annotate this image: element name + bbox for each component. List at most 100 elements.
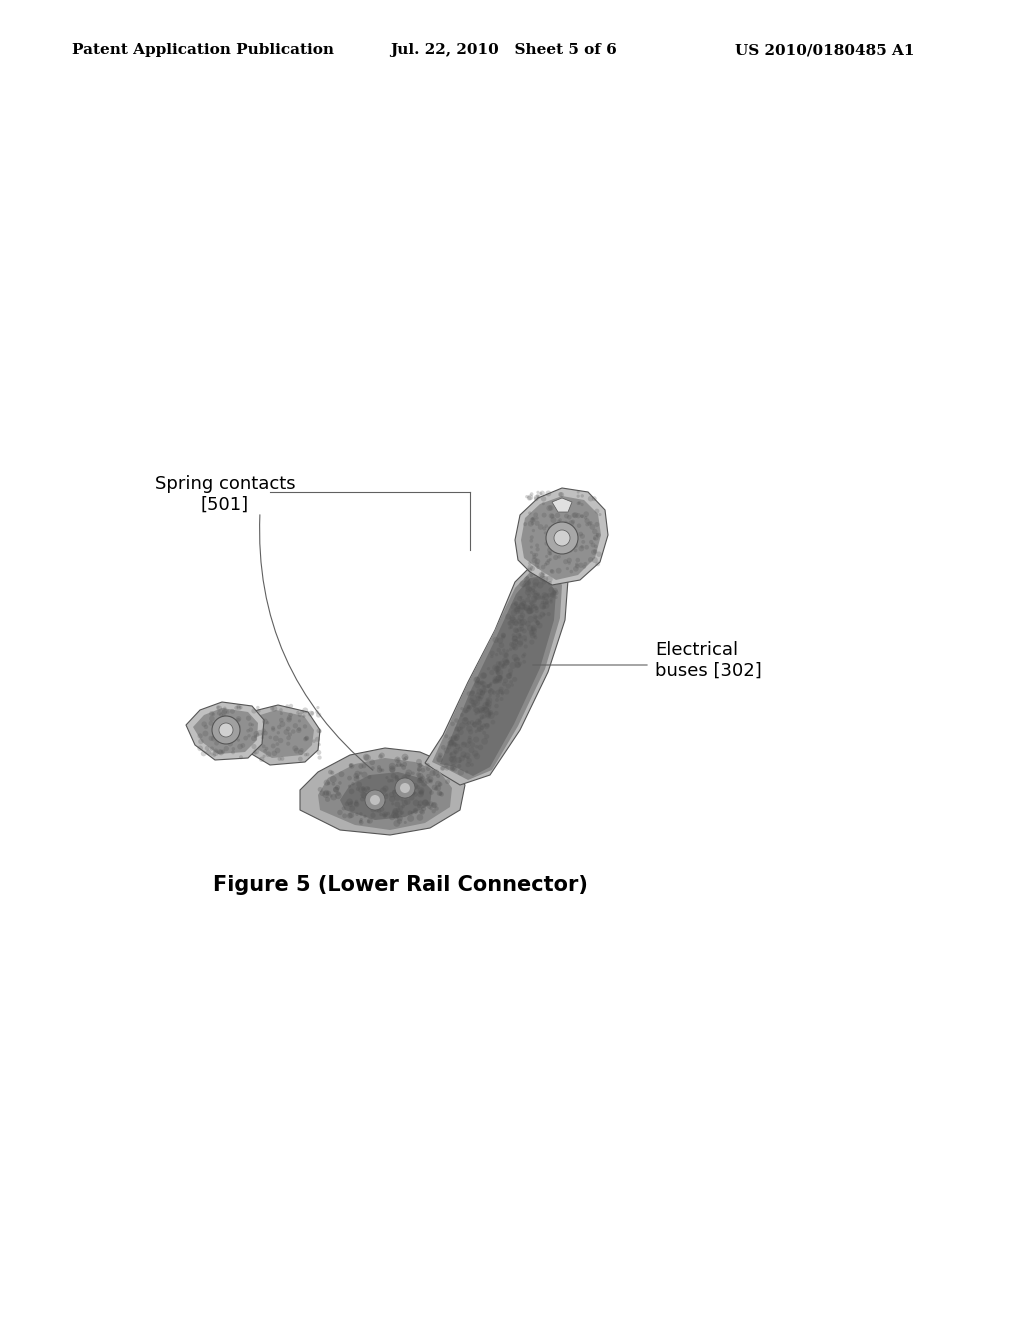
Circle shape — [364, 787, 370, 792]
Circle shape — [551, 595, 555, 598]
Circle shape — [368, 775, 372, 779]
Circle shape — [554, 531, 570, 546]
Circle shape — [463, 708, 469, 713]
Circle shape — [316, 729, 322, 734]
Circle shape — [223, 731, 228, 737]
Circle shape — [577, 495, 580, 498]
Circle shape — [526, 609, 534, 614]
Circle shape — [466, 762, 471, 767]
Circle shape — [496, 671, 501, 675]
Circle shape — [520, 612, 525, 618]
Circle shape — [543, 527, 546, 531]
Circle shape — [591, 543, 595, 548]
Circle shape — [466, 705, 470, 709]
Circle shape — [572, 512, 579, 519]
Circle shape — [278, 738, 284, 743]
Circle shape — [529, 545, 532, 549]
Circle shape — [379, 813, 383, 816]
Circle shape — [440, 766, 444, 771]
Circle shape — [550, 569, 555, 574]
Circle shape — [527, 581, 531, 585]
Circle shape — [418, 791, 424, 797]
Circle shape — [409, 795, 415, 801]
Circle shape — [256, 706, 260, 709]
Circle shape — [281, 756, 285, 760]
Circle shape — [271, 727, 275, 731]
Circle shape — [541, 496, 546, 502]
Circle shape — [532, 614, 538, 619]
Circle shape — [266, 721, 269, 725]
Circle shape — [408, 814, 414, 822]
Circle shape — [412, 792, 416, 796]
Circle shape — [529, 609, 535, 612]
Circle shape — [396, 758, 399, 762]
Circle shape — [298, 756, 303, 762]
Circle shape — [565, 532, 569, 537]
Circle shape — [452, 742, 457, 747]
Circle shape — [211, 735, 217, 742]
Circle shape — [299, 748, 304, 752]
Circle shape — [398, 781, 404, 787]
Circle shape — [505, 614, 511, 619]
Circle shape — [394, 777, 399, 781]
Circle shape — [514, 657, 520, 663]
Circle shape — [293, 723, 298, 729]
Circle shape — [451, 735, 457, 742]
Circle shape — [399, 810, 404, 814]
Circle shape — [489, 688, 493, 692]
Circle shape — [547, 612, 551, 616]
Circle shape — [216, 705, 222, 711]
Circle shape — [300, 710, 304, 714]
Circle shape — [507, 622, 512, 626]
Circle shape — [548, 527, 552, 529]
Circle shape — [563, 560, 568, 564]
Circle shape — [288, 733, 292, 737]
Circle shape — [438, 792, 442, 796]
Circle shape — [270, 706, 274, 710]
Circle shape — [527, 496, 531, 500]
Circle shape — [541, 601, 545, 605]
Circle shape — [286, 742, 290, 746]
Circle shape — [239, 706, 243, 709]
Circle shape — [254, 731, 259, 737]
Circle shape — [512, 635, 518, 643]
Circle shape — [547, 593, 552, 598]
Circle shape — [478, 708, 484, 714]
Circle shape — [263, 730, 268, 735]
Circle shape — [460, 708, 464, 710]
Circle shape — [445, 779, 451, 784]
Circle shape — [276, 725, 282, 729]
Circle shape — [499, 661, 502, 665]
Circle shape — [450, 752, 453, 755]
Circle shape — [214, 741, 219, 746]
Circle shape — [369, 803, 375, 809]
Circle shape — [479, 709, 483, 713]
Circle shape — [545, 524, 548, 528]
Circle shape — [465, 722, 469, 726]
Circle shape — [349, 764, 352, 767]
Circle shape — [486, 685, 490, 688]
Circle shape — [512, 619, 518, 626]
Circle shape — [555, 512, 560, 517]
Circle shape — [261, 729, 265, 733]
Circle shape — [371, 807, 376, 812]
Circle shape — [548, 552, 552, 556]
Circle shape — [513, 627, 518, 634]
Circle shape — [237, 704, 241, 709]
Circle shape — [438, 752, 442, 758]
Circle shape — [231, 747, 236, 751]
Circle shape — [367, 787, 371, 791]
Circle shape — [297, 727, 301, 731]
Circle shape — [223, 746, 229, 751]
Circle shape — [528, 587, 532, 591]
Circle shape — [217, 750, 223, 755]
Circle shape — [528, 511, 531, 515]
Circle shape — [571, 531, 575, 536]
Circle shape — [588, 557, 593, 562]
Circle shape — [536, 620, 541, 626]
Circle shape — [535, 558, 541, 565]
Circle shape — [552, 587, 558, 594]
Circle shape — [427, 776, 433, 783]
Circle shape — [457, 726, 462, 731]
Circle shape — [589, 521, 593, 525]
